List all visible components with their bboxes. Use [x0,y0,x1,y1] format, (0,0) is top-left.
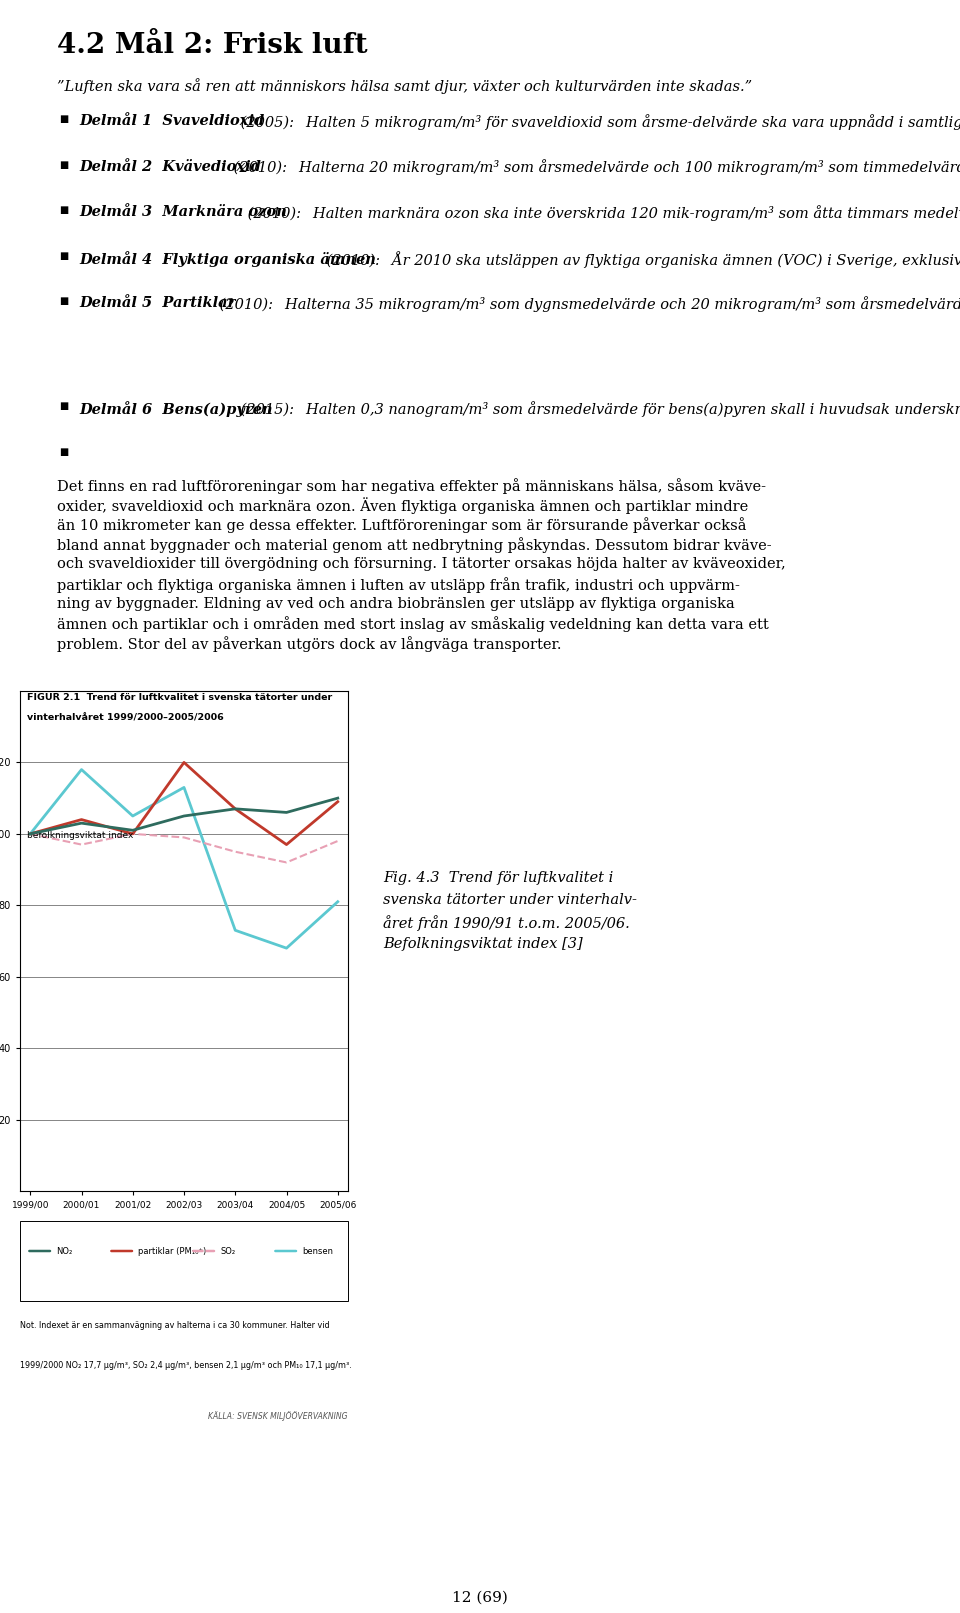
Text: året från 1990/91 t.o.m. 2005/06.: året från 1990/91 t.o.m. 2005/06. [383,915,630,931]
Text: vinterhalvåret 1999/2000–2005/2006: vinterhalvåret 1999/2000–2005/2006 [27,713,224,723]
Text: Delmål 2  Kvävedioxid: Delmål 2 Kvävedioxid [79,160,261,174]
Text: ■: ■ [59,115,68,124]
Text: oxider, svaveldioxid och marknära ozon. Även flyktiga organiska ämnen och partik: oxider, svaveldioxid och marknära ozon. … [57,497,748,515]
Text: (2010):  Halterna 35 mikrogram/m³ som dygnsmedelvärde och 20 mikrogram/m³ som år: (2010): Halterna 35 mikrogram/m³ som dyg… [215,297,960,313]
Text: partiklar (PM₁₀⁺): partiklar (PM₁₀⁺) [138,1247,206,1255]
Text: (2010):  År 2010 ska utsläppen av flyktiga organiska ämnen (VOC) i Sverige, exkl: (2010): År 2010 ska utsläppen av flyktig… [322,250,960,268]
Text: än 10 mikrometer kan ge dessa effekter. Luftföroreningar som är försurande påver: än 10 mikrometer kan ge dessa effekter. … [57,518,747,534]
Text: och svaveldioxider till övergödning och försurning. I tätorter orsakas höjda hal: och svaveldioxider till övergödning och … [57,556,785,571]
Text: bland annat byggnader och material genom att nedbrytning påskyndas. Dessutom bid: bland annat byggnader och material genom… [57,537,772,553]
Text: (2005):  Halten 5 mikrogram/m³ för svaveldioxid som årsme-delvärde ska vara uppn: (2005): Halten 5 mikrogram/m³ för svavel… [236,115,960,131]
Text: NO₂: NO₂ [56,1247,72,1255]
Text: Delmål 4  Flyktiga organiska ämnen: Delmål 4 Flyktiga organiska ämnen [79,250,376,266]
Text: ■: ■ [59,160,68,169]
Text: (2015):  Halten 0,3 nanogram/m³ som årsmedelvärde för bens(a)pyren skall i huvud: (2015): Halten 0,3 nanogram/m³ som årsme… [236,402,960,418]
Text: Delmål 1  Svaveldioxid: Delmål 1 Svaveldioxid [79,115,264,127]
Text: Fig. 4.3  Trend för luftkvalitet i: Fig. 4.3 Trend för luftkvalitet i [383,871,613,886]
Text: ■: ■ [59,297,68,306]
Text: Delmål 3  Marknära ozon: Delmål 3 Marknära ozon [79,205,287,219]
Text: 12 (69): 12 (69) [452,1590,508,1605]
Text: ■: ■ [59,250,68,261]
Text: ■: ■ [59,205,68,215]
Text: svenska tätorter under vinterhalv-: svenska tätorter under vinterhalv- [383,894,637,907]
Text: ”Luften ska vara så ren att människors hälsa samt djur, växter och kulturvärden : ”Luften ska vara så ren att människors h… [57,77,752,94]
Text: (2010):  Halten marknära ozon ska inte överskrida 120 mik-rogram/m³ som åtta tim: (2010): Halten marknära ozon ska inte öv… [243,205,960,221]
Text: bensen: bensen [302,1247,333,1255]
Text: partiklar och flyktiga organiska ämnen i luften av utsläpp från trafik, industri: partiklar och flyktiga organiska ämnen i… [57,577,740,592]
Text: SO₂: SO₂ [220,1247,235,1255]
Text: problem. Stor del av påverkan utgörs dock av långväga transporter.: problem. Stor del av påverkan utgörs doc… [57,636,562,652]
FancyBboxPatch shape [20,1221,348,1302]
Text: ämnen och partiklar och i områden med stort inslag av småskalig vedeldning kan d: ämnen och partiklar och i områden med st… [57,616,769,632]
Text: KÄLLA: SVENSK MILJÖÖVERVAKNING: KÄLLA: SVENSK MILJÖÖVERVAKNING [208,1411,348,1421]
Text: ning av byggnader. Eldning av ved och andra biobränslen ger utsläpp av flyktiga : ning av byggnader. Eldning av ved och an… [57,597,734,611]
Text: ■: ■ [59,447,68,456]
Text: FIGUR 2.1  Trend för luftkvalitet i svenska tätorter under: FIGUR 2.1 Trend för luftkvalitet i svens… [27,694,332,703]
Text: Befolkningsviktat index [3]: Befolkningsviktat index [3] [383,937,583,952]
Text: 4.2 Mål 2: Frisk luft: 4.2 Mål 2: Frisk luft [57,32,368,60]
Text: befolkningsviktat index: befolkningsviktat index [27,831,132,840]
Text: Not. Indexet är en sammanvägning av halterna i ca 30 kommuner. Halter vid: Not. Indexet är en sammanvägning av halt… [20,1321,329,1331]
Text: Det finns en rad luftföroreningar som har negativa effekter på människans hälsa,: Det finns en rad luftföroreningar som ha… [57,477,766,494]
Text: 1999/2000 NO₂ 17,7 μg/m³, SO₂ 2,4 μg/m³, bensen 2,1 μg/m³ och PM₁₀ 17,1 μg/m³.: 1999/2000 NO₂ 17,7 μg/m³, SO₂ 2,4 μg/m³,… [20,1361,351,1369]
Text: Delmål 6  Bens(a)pyren: Delmål 6 Bens(a)pyren [79,402,273,418]
Text: (2010):  Halterna 20 mikrogram/m³ som årsmedelvärde och 100 mikrogram/m³ som tim: (2010): Halterna 20 mikrogram/m³ som års… [228,160,960,176]
Text: ■: ■ [59,402,68,411]
Text: Delmål 5  Partiklar: Delmål 5 Partiklar [79,297,235,310]
